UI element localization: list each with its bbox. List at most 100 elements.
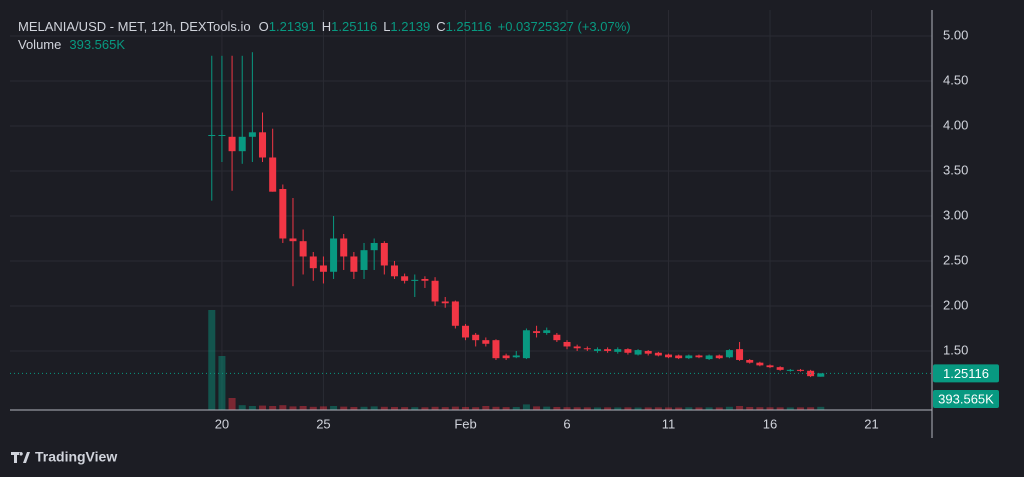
candle-body: [462, 325, 470, 338]
candle-body: [644, 350, 652, 354]
candle-body: [736, 349, 744, 360]
candle-body: [624, 349, 632, 353]
volume-bar: [411, 407, 419, 410]
logo-icon: [11, 452, 30, 463]
volume-bar: [563, 407, 571, 410]
candle-body: [573, 346, 581, 349]
volume-bar: [228, 398, 236, 410]
header: MELANIA/USD - MET, 12h, DEXTools.io O1.21…: [18, 19, 631, 52]
volume-bar: [614, 407, 622, 410]
volume-legend: Volume 393.565K: [18, 37, 125, 52]
volume-bar: [218, 356, 226, 410]
volume-badge: [933, 390, 999, 408]
symbol-title: MELANIA/USD - MET, 12h, DEXTools.io: [18, 19, 251, 34]
ohlc-value: 1.21391: [269, 19, 316, 34]
volume-bar: [817, 406, 825, 410]
candle-body: [370, 242, 378, 251]
volume-bar: [462, 406, 470, 410]
price-badge-text: 1.25116: [943, 366, 989, 381]
candle-body: [482, 340, 490, 344]
volume-bar: [340, 406, 348, 410]
volume-bar: [573, 407, 581, 410]
volume-bar: [725, 406, 733, 410]
candle-body: [380, 242, 388, 266]
candle-body: [299, 241, 307, 257]
candle-body: [289, 238, 297, 242]
x-tick-label: 21: [864, 416, 878, 431]
volume-bar: [269, 406, 277, 410]
volume-value: 393.565K: [69, 37, 125, 52]
candle-body: [685, 355, 693, 359]
volume-bar: [512, 406, 520, 410]
volume-bar: [208, 310, 216, 410]
ohlc-label: O: [259, 19, 269, 34]
x-tick-label: 11: [662, 416, 676, 431]
candle-body: [766, 365, 774, 368]
volume-bar: [786, 407, 794, 410]
y-tick-label: 5.00: [943, 27, 968, 42]
y-tick-label: 1.50: [943, 342, 968, 357]
candle-body: [593, 349, 601, 351]
x-tick-label: 20: [215, 416, 229, 431]
x-tick-label: 25: [316, 416, 330, 431]
candle-body: [715, 355, 723, 359]
volume-bar: [715, 407, 723, 410]
ohlc-label: L: [383, 19, 390, 34]
candle-body: [583, 348, 591, 350]
y-tick-label: 4.00: [943, 117, 968, 132]
candle-body: [451, 301, 459, 326]
x-tick-label: 6: [563, 416, 570, 431]
volume-bar: [654, 407, 662, 410]
volume-bar: [390, 406, 398, 410]
y-tick-label: 3.50: [943, 162, 968, 177]
volume-bar: [441, 407, 449, 410]
legend-line: MELANIA/USD - MET, 12h, DEXTools.io O1.21…: [18, 19, 631, 34]
candle-body: [756, 362, 764, 366]
candle-body: [309, 256, 317, 269]
volume-bar: [421, 407, 429, 410]
candle-body: [634, 350, 642, 355]
candle-body: [279, 188, 287, 239]
ohlc-label: H: [322, 19, 331, 34]
volume-badge-text: 393.565K: [938, 391, 994, 406]
volume-bar: [309, 406, 317, 410]
x-tick-label: 16: [763, 416, 777, 431]
volume-bar: [451, 406, 459, 410]
volume-bar: [807, 407, 815, 410]
volume-bar: [248, 406, 256, 410]
volume-bar: [695, 407, 703, 410]
volume-bar: [380, 406, 388, 410]
volume-bar: [776, 407, 784, 410]
candle-body: [472, 334, 480, 341]
candle-body: [492, 340, 500, 359]
volume-bar: [685, 407, 693, 410]
candle-body: [330, 238, 338, 272]
ohlc-value: 1.25116: [446, 19, 492, 34]
candle-body: [563, 341, 571, 347]
candle-body: [796, 369, 804, 371]
price-badge: [933, 364, 999, 383]
volume-bar: [675, 407, 683, 410]
ohlc-label: C: [436, 19, 445, 34]
candle-body: [259, 132, 267, 158]
volume-bar: [593, 407, 601, 410]
candle-body: [512, 355, 520, 358]
x-tick-label: Feb: [454, 416, 476, 431]
candle-body: [817, 373, 825, 377]
candle-body: [665, 354, 673, 358]
branding-logo[interactable]: TradingView: [11, 449, 117, 465]
candle-body: [319, 265, 327, 272]
candle-body: [725, 350, 733, 358]
volume-bar: [360, 406, 368, 410]
volume-bar: [238, 405, 246, 410]
candle-body: [218, 134, 226, 136]
candle-body: [238, 136, 246, 152]
y-tick-label: 3.00: [943, 207, 968, 222]
volume-bar: [553, 406, 561, 410]
candle-body: [350, 256, 358, 272]
volume-bar: [350, 406, 358, 410]
volume-bar: [492, 406, 500, 410]
candle-body: [411, 279, 419, 281]
candle-body: [522, 330, 530, 359]
